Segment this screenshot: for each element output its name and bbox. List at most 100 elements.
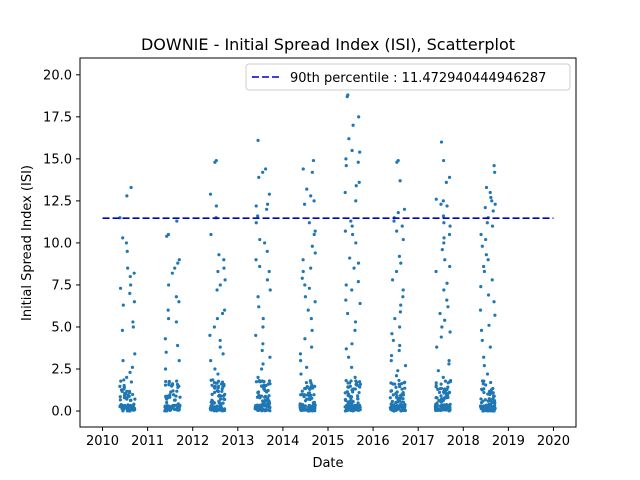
scatter-point [484, 253, 488, 257]
scatter-point [492, 300, 496, 304]
scatter-point [398, 325, 402, 329]
scatter-point [210, 383, 214, 387]
scatter-point [439, 202, 443, 206]
scatter-point [221, 352, 225, 356]
scatter-point [304, 381, 309, 385]
scatter-point [307, 221, 311, 225]
scatter-point [166, 406, 170, 410]
scatter-point [480, 379, 485, 383]
scatter-point [268, 409, 272, 413]
scatter-point [260, 409, 264, 413]
scatter-point [309, 381, 313, 385]
scatter-point [401, 390, 405, 395]
x-tick-label: 2018 [447, 434, 480, 449]
scatter-point [388, 406, 392, 410]
scatter-point [351, 390, 355, 394]
scatter-point [218, 283, 222, 287]
scatter-point [479, 285, 483, 289]
scatter-point [344, 404, 349, 408]
scatter-point [215, 389, 219, 393]
scatter-point [390, 399, 394, 404]
scatter-point [129, 283, 133, 287]
y-tick-label: 0.0 [51, 405, 72, 420]
scatter-point [478, 308, 483, 312]
scatter-point [307, 286, 311, 290]
scatter-point [439, 335, 443, 339]
scatter-point [445, 281, 449, 285]
scatter-point [177, 359, 181, 363]
scatter-point [118, 286, 123, 290]
scatter-point [487, 323, 491, 327]
scatter-point [175, 403, 179, 407]
chart-title: DOWNIE - Initial Spread Index (ISI), Sca… [141, 35, 515, 54]
scatter-point [310, 244, 314, 248]
scatter-point [344, 163, 348, 168]
scatter-point [121, 303, 125, 307]
scatter-point [442, 397, 446, 401]
scatter-point [120, 328, 124, 332]
scatter-point [122, 387, 126, 391]
scatter-point [401, 295, 405, 299]
scatter-point [489, 380, 493, 385]
y-tick-label: 2.5 [51, 363, 72, 378]
legend-entry-percentile: 90th percentile : 11.472940444946287 [290, 71, 546, 86]
scatter-point [118, 384, 122, 388]
scatter-point [303, 399, 308, 403]
scatter-point [491, 409, 495, 413]
data-points [118, 93, 497, 413]
scatter-point [343, 190, 347, 195]
scatter-point [489, 195, 493, 200]
scatter-point [299, 359, 303, 363]
scatter-point [398, 343, 402, 348]
scatter-point [173, 398, 177, 402]
scatter-point [223, 392, 227, 396]
scatter-point [303, 408, 307, 412]
scatter-point [175, 389, 179, 393]
x-tick-label: 2019 [492, 434, 525, 449]
scatter-point [389, 389, 394, 393]
scatter-point [256, 138, 260, 142]
scatter-point [220, 311, 225, 316]
scatter-point [396, 369, 400, 373]
scatter-point [118, 395, 122, 399]
scatter-point [355, 381, 359, 385]
scatter-point [399, 404, 403, 408]
scatter-point [444, 180, 448, 184]
scatter-point [442, 405, 446, 409]
scatter-point [312, 232, 316, 237]
scatter-point [344, 157, 348, 161]
scatter-point [126, 266, 130, 270]
scatter-point [214, 204, 218, 208]
scatter-point [210, 392, 214, 396]
scatter-point [447, 175, 452, 179]
scatter-point [394, 374, 399, 378]
scatter-point [305, 393, 310, 397]
scatter-point [305, 365, 309, 369]
scatter-point [308, 387, 312, 391]
scatter-point [211, 399, 215, 404]
scatter-point [442, 236, 446, 240]
scatter-point [266, 404, 270, 408]
scatter-point [129, 398, 133, 402]
scatter-point [310, 396, 314, 400]
scatter-point [437, 399, 441, 403]
scatter-point [351, 123, 355, 127]
scatter-point [167, 283, 171, 287]
scatter-point [128, 274, 132, 279]
scatter-point [479, 397, 483, 401]
scatter-point [310, 170, 314, 174]
scatter-point [437, 390, 442, 394]
scatter-point [397, 348, 401, 353]
scatter-point [133, 397, 137, 401]
scatter-point [254, 404, 258, 408]
scatter-point [349, 219, 353, 223]
scatter-point [301, 269, 305, 274]
scatter-point [493, 313, 497, 317]
scatter-point [492, 163, 496, 168]
scatter-point [217, 394, 221, 398]
scatter-point [125, 375, 129, 380]
scatter-point [213, 367, 217, 371]
scatter-point [439, 400, 443, 404]
scatter-point [486, 293, 491, 297]
scatter-point [350, 342, 354, 346]
